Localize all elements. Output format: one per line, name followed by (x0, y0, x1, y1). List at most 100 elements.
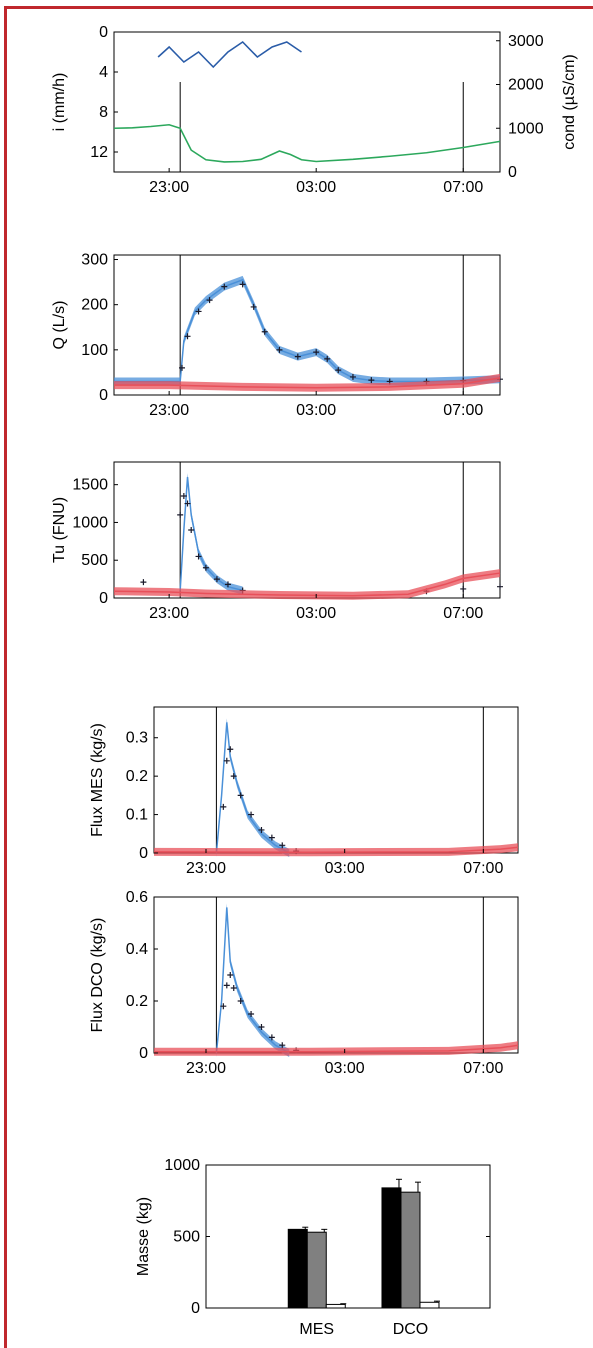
y-tick-label: 500 (173, 1229, 200, 1246)
y-tick-label: 300 (81, 252, 108, 269)
series-line (157, 40, 302, 69)
y2-tick-label: 2000 (508, 77, 544, 94)
data-point-marker (294, 353, 301, 360)
x-tick-label: 03:00 (325, 860, 365, 877)
x-tick-label: 23:00 (149, 179, 189, 196)
data-point-marker (237, 792, 244, 799)
data-point-marker (279, 1042, 286, 1049)
series-line (113, 572, 501, 597)
series-line (154, 1044, 519, 1053)
data-point-marker (248, 1011, 255, 1017)
data-point-marker (227, 746, 234, 753)
series-band (114, 569, 500, 600)
data-point-marker (279, 842, 286, 849)
bar (325, 1303, 346, 1309)
y-axis-label: Masse (kg) (135, 1197, 152, 1276)
data-point-marker (349, 373, 356, 380)
data-point-marker (195, 553, 202, 560)
data-point-marker (313, 349, 320, 356)
data-point-marker (221, 283, 228, 290)
y-axis-label: Tu (FNU) (51, 497, 68, 563)
plot-frame (113, 461, 501, 599)
data-point-marker (497, 583, 503, 590)
x-tick-label: 07:00 (463, 1060, 503, 1077)
data-point-marker (250, 303, 257, 310)
x-tick-label: 23:00 (186, 1060, 226, 1077)
series-band (114, 373, 500, 392)
y-tick-label: 0.6 (126, 889, 148, 906)
data-point-marker (230, 985, 237, 991)
y-tick-label: 0.3 (126, 730, 148, 747)
y-tick-label: 0 (191, 1300, 200, 1317)
data-point-marker (268, 1034, 275, 1041)
y2-tick-label: 1000 (508, 120, 544, 137)
x-tick-label: 23:00 (149, 605, 189, 622)
bar (287, 1228, 308, 1309)
bar (400, 1191, 421, 1309)
y-tick-label: 0.2 (126, 768, 148, 785)
x-tick-label: 07:00 (443, 179, 483, 196)
data-point-marker (220, 1003, 227, 1010)
y-tick-label: 0 (139, 845, 148, 862)
series-line (215, 722, 290, 854)
x-tick-label: 23:00 (149, 402, 189, 419)
y-axis-label: Q (L/s) (51, 301, 68, 350)
data-point-marker (184, 500, 191, 507)
x-category-label: MES (299, 1321, 334, 1338)
data-point-marker (230, 773, 237, 780)
y-tick-label: 200 (81, 297, 108, 314)
x-tick-label: 03:00 (325, 1060, 365, 1077)
series-line (114, 377, 501, 389)
y2-tick-label: 0 (508, 164, 517, 181)
y2-axis-label: cond (µS/cm) (561, 54, 578, 149)
y-tick-label: 12 (90, 144, 108, 161)
series-line (153, 846, 519, 853)
y-tick-label: 8 (99, 104, 108, 121)
data-point-marker (248, 811, 255, 818)
bar (306, 1231, 327, 1309)
data-point-marker (184, 333, 191, 340)
y-tick-label: 0.4 (126, 941, 148, 958)
y-tick-label: 500 (81, 552, 108, 569)
y-tick-label: 0 (99, 387, 108, 404)
data-point-marker (177, 511, 184, 518)
y-tick-label: 0.1 (126, 807, 148, 824)
series-band (180, 473, 243, 595)
data-point-marker (324, 355, 331, 362)
frame-top-border (4, 6, 593, 9)
y-axis-label: Flux DCO (kg/s) (89, 918, 106, 1033)
data-point-marker (202, 564, 209, 571)
data-point-marker (276, 346, 283, 353)
data-point-marker (258, 826, 265, 833)
series-band (216, 718, 290, 857)
plot-frame (205, 1164, 491, 1309)
plot-frame (153, 896, 519, 1054)
x-tick-label: 07:00 (443, 605, 483, 622)
data-point-marker (188, 527, 195, 533)
x-tick-label: 07:00 (463, 860, 503, 877)
plot-frame (113, 31, 501, 173)
y-tick-label: 1500 (72, 477, 108, 494)
y-tick-label: 0 (139, 1045, 148, 1062)
y-tick-label: 0.2 (126, 993, 148, 1010)
data-point-marker (223, 982, 230, 989)
data-point-marker (268, 834, 275, 841)
data-point-marker (227, 972, 234, 978)
data-point-marker (335, 367, 342, 374)
x-tick-label: 03:00 (296, 605, 336, 622)
data-point-marker (223, 757, 230, 764)
data-point-marker (237, 998, 244, 1004)
data-point-marker (368, 377, 375, 384)
y-axis-label: Flux MES (kg/s) (89, 723, 106, 837)
x-tick-label: 03:00 (296, 179, 336, 196)
series-line (114, 278, 501, 383)
plot-frame (153, 706, 519, 854)
data-point-marker (179, 364, 186, 371)
y2-tick-label: 3000 (508, 33, 544, 50)
bar (381, 1187, 402, 1309)
series-line (215, 907, 290, 1054)
series-band (154, 843, 518, 857)
series-line (113, 123, 501, 163)
